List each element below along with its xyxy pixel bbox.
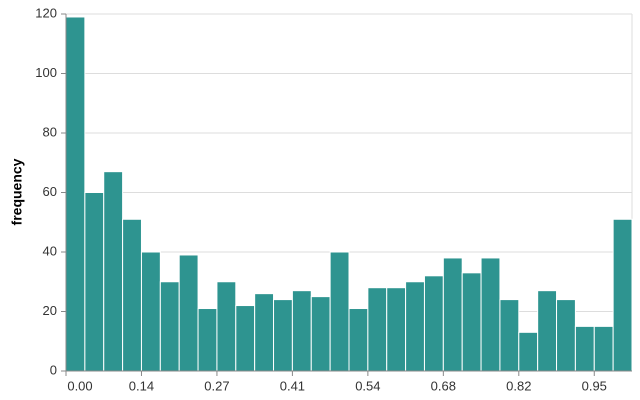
bar (405, 281, 425, 372)
bar (386, 287, 407, 372)
bar (178, 254, 199, 372)
bar (140, 251, 161, 372)
x-tick-label: 0.54 (355, 378, 380, 393)
x-tick-label: 0.95 (582, 378, 607, 393)
bar (329, 251, 350, 372)
bar (216, 281, 237, 372)
bar (273, 299, 293, 372)
bar (103, 171, 124, 372)
bar (593, 325, 614, 372)
bar (423, 275, 444, 372)
x-tick-label: 0.27 (204, 378, 229, 393)
x-tick-label: 0.41 (280, 378, 305, 393)
bar (122, 218, 142, 372)
bar (159, 281, 180, 372)
bar (480, 257, 501, 372)
x-tick-label: 0.14 (129, 378, 154, 393)
bar (442, 257, 463, 372)
bar (235, 305, 256, 372)
y-tick-label: 100 (35, 65, 57, 80)
y-tick-label: 40 (43, 243, 57, 258)
y-tick-label: 80 (43, 124, 57, 139)
bar (556, 299, 576, 372)
bar (254, 293, 275, 372)
y-tick-label: 20 (43, 303, 57, 318)
bar (65, 16, 86, 372)
bar (84, 192, 105, 372)
x-tick-label: 0.68 (431, 378, 456, 393)
bar (367, 287, 388, 372)
bar (518, 331, 539, 372)
bar (310, 296, 331, 372)
bar (574, 325, 595, 372)
bar (461, 272, 482, 372)
x-tick-label: 0.00 (67, 378, 92, 393)
y-tick-label: 60 (43, 184, 57, 199)
y-tick-label: 0 (50, 362, 57, 377)
bar (612, 218, 633, 372)
bar (348, 308, 369, 372)
bar (197, 308, 218, 372)
bar (537, 290, 558, 372)
y-axis-label: frequency (9, 158, 25, 225)
y-tick-label: 120 (35, 5, 57, 20)
bar (499, 299, 520, 372)
bar (291, 290, 312, 372)
x-tick-label: 0.82 (506, 378, 531, 393)
